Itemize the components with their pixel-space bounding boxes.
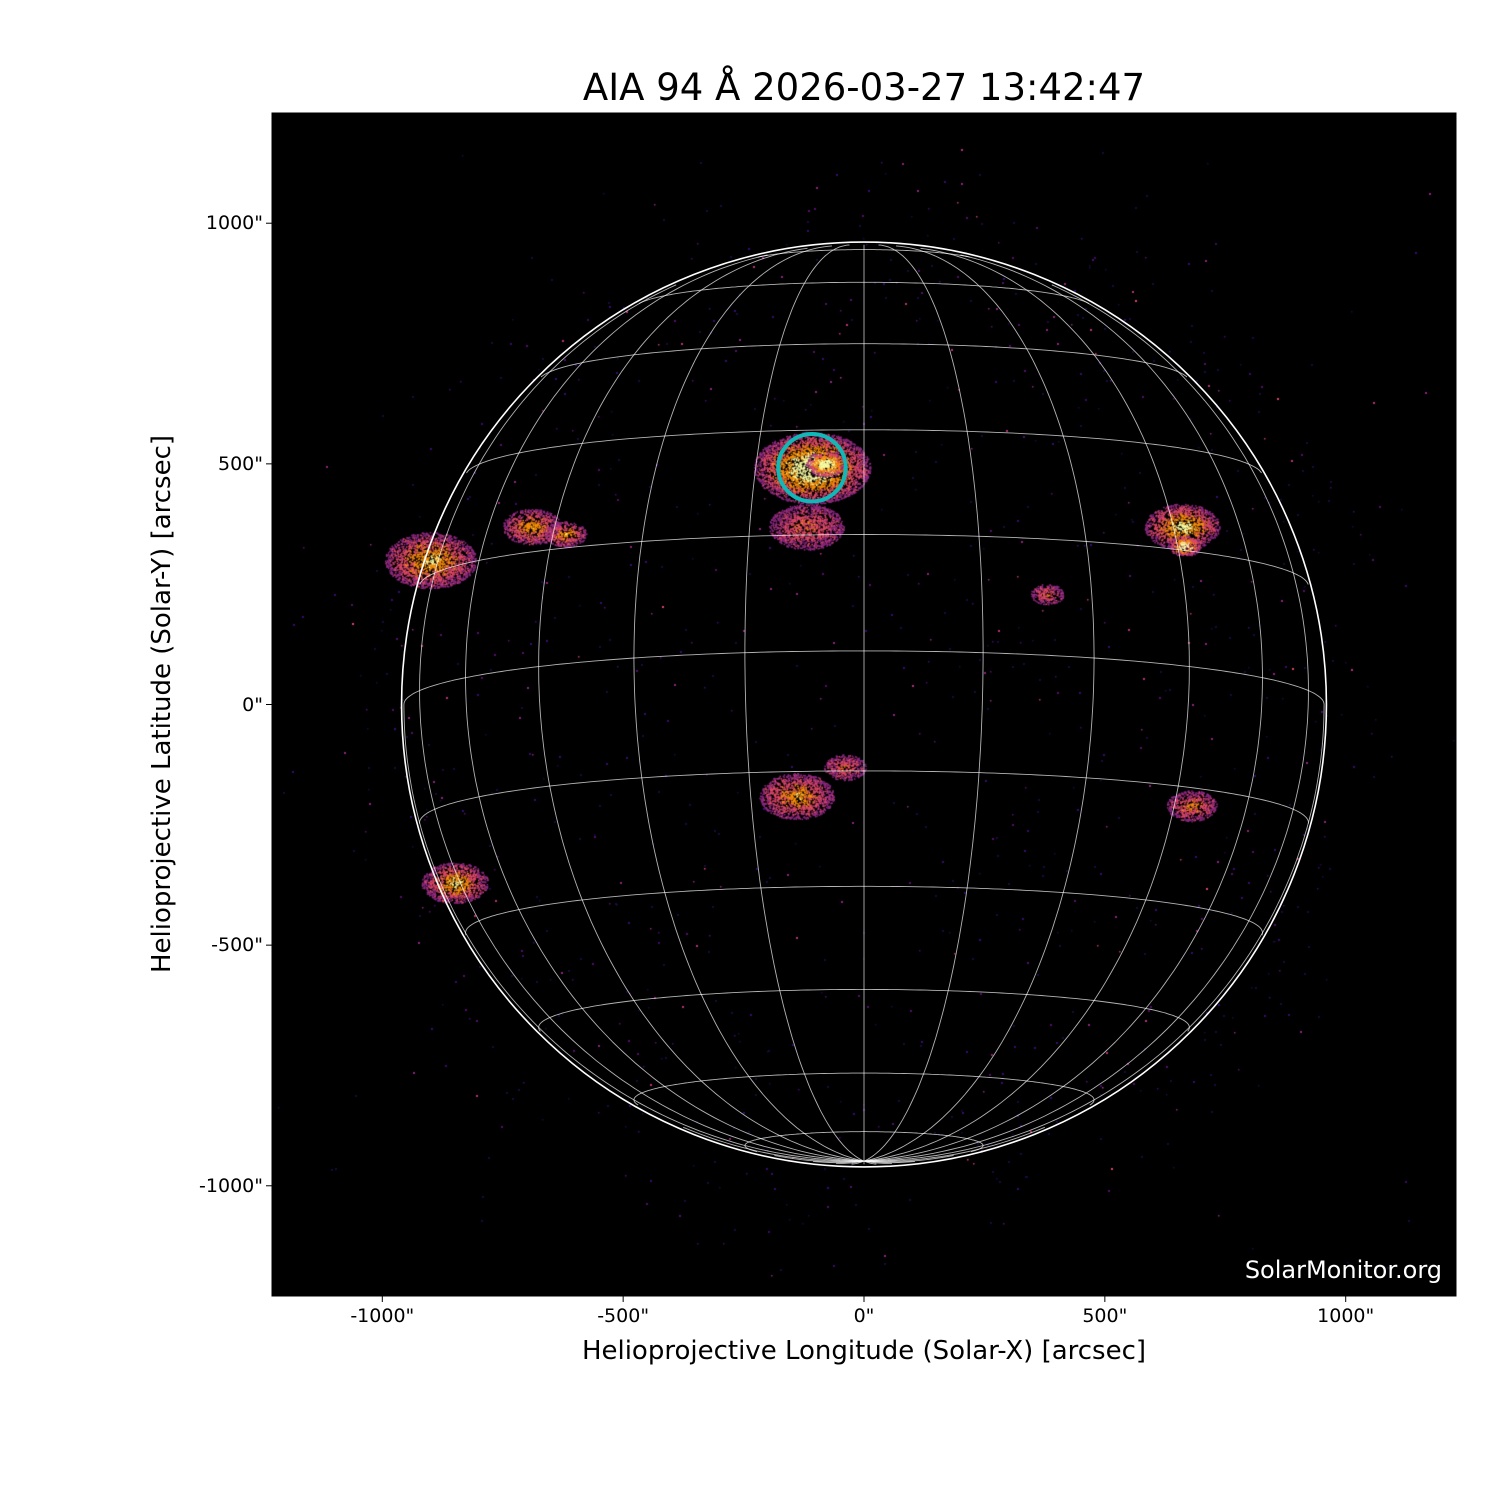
grid-longitude-line xyxy=(863,1160,893,1164)
grid-longitude-line xyxy=(744,244,865,1162)
chart-title: AIA 94 Å 2026-03-27 13:42:47 xyxy=(582,66,1146,109)
y-tick-label: 0" xyxy=(242,693,263,716)
grid-longitude-line xyxy=(863,284,1309,1162)
y-tick-label: -1000" xyxy=(199,1174,263,1197)
region-marker-circle xyxy=(776,431,848,504)
y-tick-label: -500" xyxy=(211,934,263,957)
y-tick-label: 500" xyxy=(217,452,263,475)
x-tick-label: -500" xyxy=(597,1305,650,1327)
x-tick-label: -1000" xyxy=(350,1305,415,1327)
grid-longitude-line xyxy=(419,284,865,1162)
grid-longitude-line xyxy=(863,244,984,1162)
grid-longitude-line xyxy=(863,1126,1045,1162)
grid-longitude-line xyxy=(863,1160,915,1164)
grid-longitude-line xyxy=(863,245,1095,1162)
x-tick-label: 1000" xyxy=(1317,1305,1375,1327)
grid-longitude-line xyxy=(863,1160,877,1165)
x-axis-label: Helioprojective Longitude (Solar-X) [arc… xyxy=(581,1336,1147,1366)
y-axis-label: Helioprojective Latitude (Solar-Y) [arcs… xyxy=(147,434,177,974)
grid-longitude-line xyxy=(403,704,865,1162)
grid-longitude-line xyxy=(633,245,865,1162)
grid-longitude-line xyxy=(683,1126,865,1162)
y-tick-label: 1000" xyxy=(205,212,263,235)
watermark: SolarMonitor.org xyxy=(1244,1256,1442,1284)
grid-longitude-line xyxy=(863,254,1263,1162)
solar-limb xyxy=(400,241,1328,1168)
grid-longitude-line xyxy=(863,1154,954,1163)
grid-longitude-line xyxy=(863,704,1325,1162)
grid-longitude-line xyxy=(538,247,865,1162)
x-tick-label: 500" xyxy=(1082,1305,1128,1327)
grid-longitude-line xyxy=(465,254,865,1162)
x-tick-label: 0" xyxy=(853,1305,875,1327)
grid-longitude-line xyxy=(863,247,1190,1162)
